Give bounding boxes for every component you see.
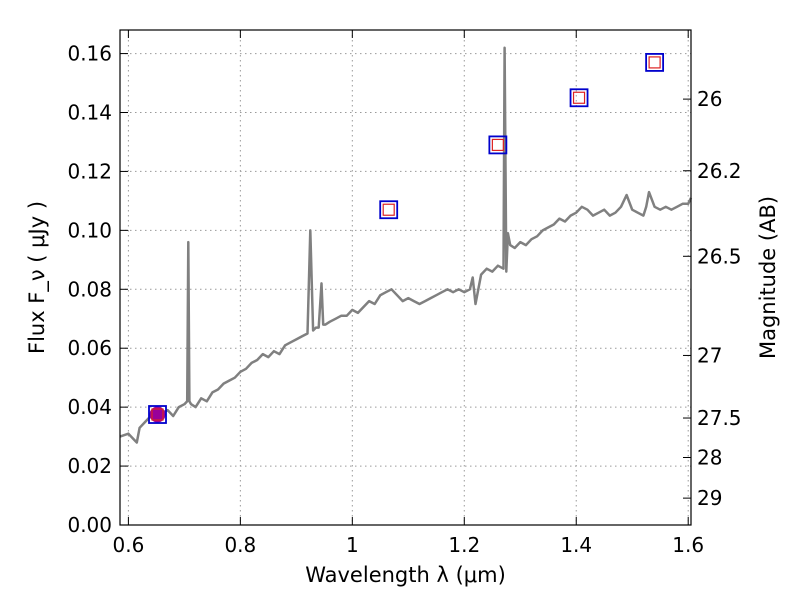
- grid-lines: [120, 30, 691, 525]
- y-tick-label: 0.16: [67, 42, 112, 66]
- y-tick-label: 0.12: [67, 159, 112, 183]
- plot-frame: [119, 29, 692, 526]
- x-tick-label: 1.6: [672, 533, 704, 557]
- mag-tick-label: 29: [697, 486, 722, 510]
- y-tick-label: 0.08: [67, 277, 112, 301]
- mag-tick-label: 28: [697, 446, 722, 470]
- y-tick-label: 0.00: [67, 513, 112, 537]
- x-tick-label: 0.6: [112, 533, 144, 557]
- x-tick-label: 0.8: [224, 533, 256, 557]
- model-point-inner-square: [572, 91, 586, 104]
- model-point-square: [148, 405, 167, 424]
- x-axis-label: Wavelength λ (μm): [305, 563, 506, 587]
- mag-tick-label: 27: [697, 343, 722, 367]
- right-axis-label: Magnitude (AB): [756, 196, 780, 359]
- mag-tick-label: 26.2: [697, 159, 742, 183]
- mag-tick-label: 27.5: [697, 406, 742, 430]
- model-point-inner-square: [491, 138, 504, 152]
- y-tick-label: 0.06: [67, 336, 112, 360]
- spectrum-line: [119, 46, 693, 444]
- photometry-markers: [148, 53, 665, 424]
- model-point-square: [645, 53, 665, 72]
- y-axis-label: Flux F_ν ( μJy ): [25, 201, 50, 354]
- model-point-square: [379, 200, 399, 220]
- y-tick-label: 0.14: [67, 101, 112, 125]
- model-point-inner-square: [648, 56, 661, 69]
- y-tick-label: 0.04: [67, 395, 112, 419]
- observed-point: [149, 406, 166, 423]
- model-point-inner-square: [151, 408, 164, 421]
- x-tick-label: 1.4: [560, 533, 592, 557]
- model-point-inner-square: [382, 203, 395, 216]
- y-tick-label: 0.10: [67, 218, 112, 242]
- axis-ticks: 0.6 0.8 1 1.2 1.4 1.6 0.00 0.02 0.04 0.06 0.08 0.10…: [67, 30, 742, 557]
- x-tick-label: 1: [346, 533, 359, 557]
- mag-tick-label: 26.5: [697, 244, 742, 268]
- y-tick-label: 0.02: [67, 454, 112, 478]
- spectrum-series: [119, 46, 693, 444]
- model-point-square: [569, 88, 589, 108]
- mag-tick-label: 26: [697, 87, 722, 111]
- x-tick-label: 1.2: [448, 533, 480, 557]
- model-point-square: [488, 135, 508, 155]
